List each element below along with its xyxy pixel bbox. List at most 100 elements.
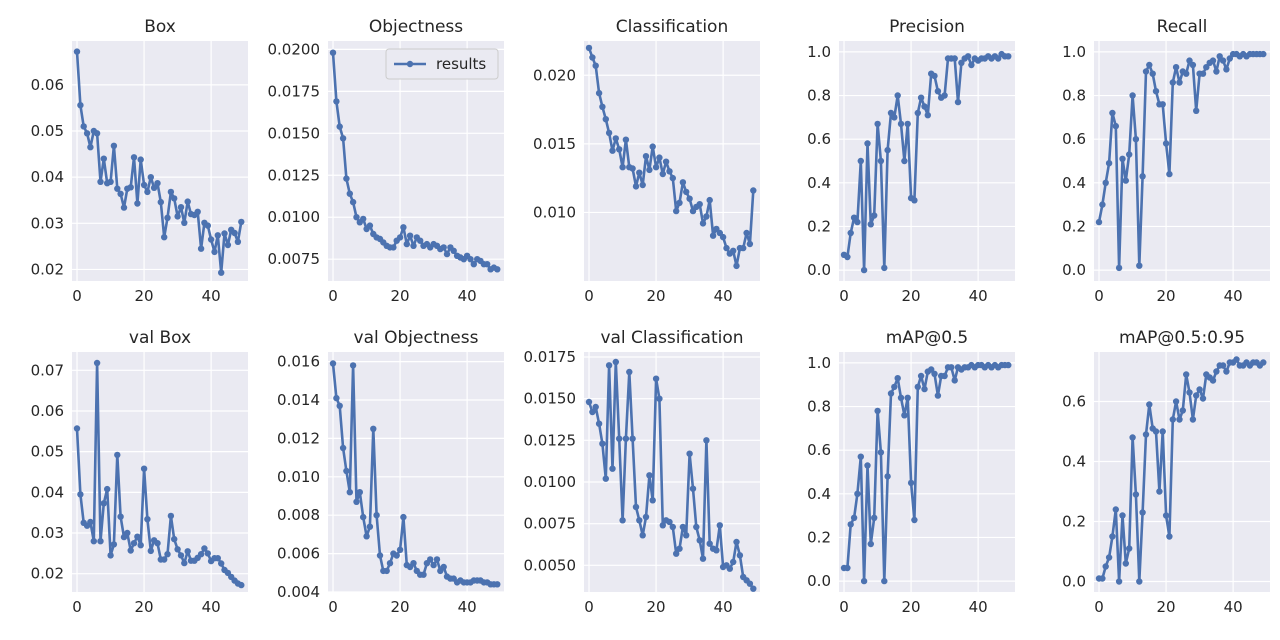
data-point — [995, 55, 1002, 62]
data-point — [77, 102, 84, 109]
x-tick-label: 0 — [839, 598, 849, 616]
y-tick-label: 0.02 — [31, 565, 64, 583]
data-point — [467, 256, 474, 263]
x-tick-label: 20 — [1157, 287, 1176, 305]
data-point — [595, 89, 603, 97]
y-tick-label: 0.0125 — [524, 431, 577, 449]
data-point — [699, 220, 707, 227]
data-point — [884, 473, 891, 480]
y-tick-label: 0.05 — [31, 122, 64, 140]
x-tick-label: 20 — [135, 287, 154, 305]
data-point — [366, 222, 374, 229]
data-point — [83, 130, 91, 137]
data-point — [1132, 136, 1140, 143]
data-point — [683, 188, 690, 196]
panel-title: Box — [144, 17, 176, 37]
data-point — [948, 364, 955, 371]
data-point — [874, 407, 881, 415]
data-point — [1005, 361, 1012, 369]
data-point — [686, 450, 693, 457]
data-point — [669, 523, 676, 531]
x-tick-label: 40 — [458, 287, 477, 305]
data-point — [602, 116, 609, 123]
y-tick-label: 0.2 — [1062, 217, 1086, 235]
y-tick-label: 0.0075 — [268, 250, 321, 268]
data-point — [343, 467, 350, 475]
data-point — [968, 61, 975, 69]
data-point — [662, 158, 670, 165]
data-point — [353, 214, 360, 221]
data-point — [234, 238, 242, 245]
data-point — [1149, 70, 1156, 77]
data-point — [93, 130, 101, 137]
data-point — [400, 513, 407, 521]
y-tick-label: 0.6 — [807, 441, 831, 459]
x-tick-label: 0 — [72, 287, 82, 305]
data-point — [676, 199, 683, 206]
data-point — [430, 561, 437, 569]
data-point — [616, 146, 623, 153]
data-point — [130, 154, 138, 161]
data-point — [629, 435, 636, 442]
data-point — [100, 500, 108, 507]
data-point — [1119, 512, 1126, 519]
data-point — [410, 242, 417, 249]
data-point — [703, 213, 710, 220]
panel-title: Recall — [1157, 17, 1208, 37]
plot-area — [584, 352, 760, 592]
data-point — [1193, 107, 1200, 115]
data-point — [494, 266, 501, 273]
data-point — [1166, 533, 1173, 540]
data-point — [850, 214, 858, 221]
x-tick-label: 40 — [202, 598, 221, 616]
data-point — [1102, 563, 1109, 570]
data-point — [1142, 68, 1150, 75]
data-point — [197, 245, 205, 252]
panel-map-0-5: 0 20 40 0.0 0.2 0.4 0.6 0.8 1.0 mAP@0.5 — [807, 328, 1015, 616]
data-point — [605, 129, 613, 137]
data-point — [117, 513, 124, 520]
data-point — [1146, 401, 1153, 408]
data-point — [144, 516, 151, 523]
data-point — [1219, 362, 1227, 369]
data-point — [716, 522, 723, 529]
y-tick-label: 0.4 — [807, 174, 831, 192]
data-point — [134, 533, 141, 540]
data-point — [333, 98, 340, 105]
y-tick-label: 1.0 — [1062, 43, 1086, 61]
data-point — [373, 512, 380, 519]
data-point — [181, 559, 188, 567]
data-point — [403, 240, 410, 248]
data-point — [632, 183, 640, 190]
y-tick-label: 0.0100 — [268, 208, 321, 226]
data-point — [921, 385, 928, 393]
data-point — [693, 523, 700, 531]
data-point — [656, 154, 663, 161]
panel-map-0-5-0-95: 0 20 40 0.0 0.2 0.4 0.6 mAP@0.5:0.95 — [1062, 328, 1270, 616]
data-point — [201, 545, 208, 552]
data-point — [238, 218, 245, 226]
data-point — [723, 244, 730, 252]
y-tick-label: 0.0150 — [524, 390, 577, 408]
data-point — [343, 175, 350, 182]
data-point — [951, 377, 958, 384]
data-point — [636, 169, 643, 176]
data-point — [656, 395, 663, 402]
data-point — [130, 540, 138, 547]
data-point — [585, 44, 593, 52]
data-point — [339, 444, 347, 452]
data-point — [686, 195, 693, 202]
data-point — [860, 266, 868, 274]
data-point — [1112, 122, 1120, 130]
data-point — [860, 577, 868, 585]
data-point — [639, 532, 646, 539]
y-tick-label: 0.008 — [277, 506, 320, 524]
data-point — [1189, 61, 1197, 69]
panel-title: val Box — [129, 328, 191, 348]
data-point — [730, 558, 737, 566]
data-point — [854, 490, 861, 497]
data-point — [706, 540, 713, 547]
data-point — [1162, 512, 1170, 519]
data-point — [673, 207, 680, 215]
